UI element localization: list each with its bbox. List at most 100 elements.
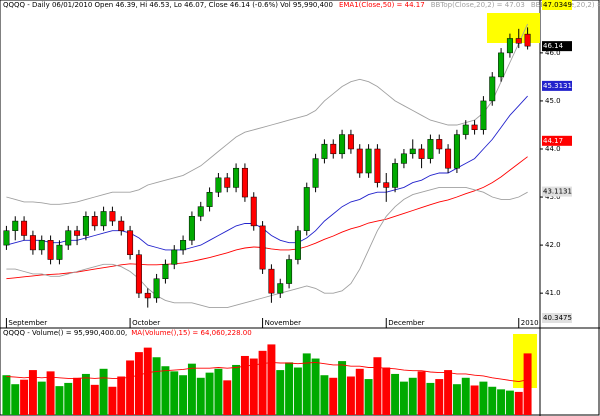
candle-body — [250, 196, 257, 227]
x-tick-label: 2010 — [521, 319, 539, 327]
candle-body — [330, 143, 337, 155]
volume-bar — [364, 379, 373, 415]
candle-body — [489, 76, 496, 102]
y-tick-label: 46.0 — [545, 49, 561, 57]
volume-ma-line — [6, 361, 528, 383]
highlight-box — [487, 13, 540, 43]
candle-body — [515, 38, 522, 44]
candle-body — [286, 259, 293, 284]
volume-bar — [143, 347, 152, 415]
candle-body — [383, 182, 390, 188]
volume-bar — [161, 366, 170, 415]
legend-entry: BBTop(Close,20,2) = 47.03 — [431, 1, 525, 9]
volume-bar — [170, 371, 179, 415]
volume-bar — [196, 377, 205, 415]
volume-bar — [408, 377, 417, 415]
volume-bar — [320, 375, 329, 415]
volume-bar — [55, 386, 64, 415]
volume-bar — [126, 360, 135, 415]
indicator-line — [6, 156, 528, 280]
candle-body — [188, 216, 195, 241]
candle-body — [471, 124, 478, 131]
candle-body — [347, 134, 354, 150]
candle-body — [259, 225, 266, 270]
candle-body — [400, 153, 407, 164]
volume-bar — [276, 370, 285, 415]
title-text: QQQQ - Volume() = 95,990,400.00, — [3, 329, 127, 337]
volume-bar — [108, 386, 117, 415]
price-marker-label: 45.3131 — [543, 82, 572, 90]
candle-body — [321, 143, 328, 159]
candle-body — [365, 148, 372, 174]
candle-body — [215, 177, 222, 193]
x-tick-label: November — [265, 319, 302, 327]
candle-body — [100, 211, 107, 227]
volume-bar — [258, 350, 267, 415]
volume-bar — [444, 370, 453, 415]
volume-bar — [391, 373, 400, 415]
volume-bar — [373, 357, 382, 415]
volume-bar — [2, 375, 11, 415]
x-tick-label: October — [132, 319, 160, 327]
title-text: QQQQ - Daily 06/01/2010 Open 46.39, Hi 4… — [3, 1, 333, 9]
volume-bar — [117, 376, 126, 415]
candle-body — [206, 191, 213, 207]
candle-body — [21, 220, 28, 236]
price-marker — [542, 41, 572, 52]
candle-body — [418, 148, 425, 159]
candle-body — [356, 148, 363, 174]
candle-body — [47, 240, 54, 260]
volume-bar — [81, 373, 90, 415]
price-marker — [542, 313, 572, 323]
volume-title: QQQQ - Volume() = 95,990,400.00, MA(Volum… — [3, 329, 252, 337]
volume-bar — [73, 377, 82, 415]
candle-body — [118, 220, 125, 231]
legend-entry: MA(Volume(),15) = 64,060,228.00 — [131, 329, 251, 337]
candle-body — [56, 244, 63, 260]
volume-bar — [311, 358, 320, 415]
volume-bar — [99, 368, 108, 415]
candle-body — [224, 177, 231, 188]
candle-body — [409, 148, 416, 155]
volume-bar — [514, 391, 523, 415]
price-marker-label: 40.3475 — [543, 314, 572, 322]
indicator-line — [6, 23, 529, 205]
candle-body — [303, 187, 310, 231]
x-tick-label: September — [8, 319, 47, 327]
volume-bar — [37, 381, 46, 415]
price-marker-label: 46.14 — [543, 42, 564, 50]
indicator-line — [6, 95, 528, 251]
x-tick-label: December — [388, 319, 424, 327]
candle-body — [524, 33, 531, 47]
volume-bar — [205, 372, 214, 415]
candle-body — [312, 158, 319, 188]
candle-body — [29, 235, 36, 251]
volume-bar — [223, 380, 232, 415]
price-marker-label: 44.17 — [543, 137, 563, 145]
candle-body — [74, 230, 81, 236]
volume-bar — [399, 381, 408, 415]
y-tick-label: 41.0 — [545, 289, 561, 297]
volume-bar — [187, 363, 196, 415]
volume-bar — [90, 384, 99, 415]
volume-bar — [249, 358, 258, 415]
candle-body — [427, 139, 434, 159]
volume-bar — [20, 379, 29, 415]
volume-bar — [435, 379, 444, 415]
candle-body — [91, 216, 98, 227]
volume-bar — [338, 361, 347, 415]
candle-body — [197, 206, 204, 217]
candle-body — [241, 167, 248, 198]
candle-body — [65, 230, 72, 246]
y-tick-label: 44.0 — [545, 145, 561, 153]
candle-body — [171, 249, 178, 265]
candle-body — [268, 268, 275, 294]
volume-bar — [134, 352, 143, 415]
volume-bar — [505, 390, 514, 415]
candle-body — [144, 292, 151, 299]
volume-bar — [240, 355, 249, 415]
volume-bar — [346, 376, 355, 415]
volume-bar — [214, 368, 223, 415]
